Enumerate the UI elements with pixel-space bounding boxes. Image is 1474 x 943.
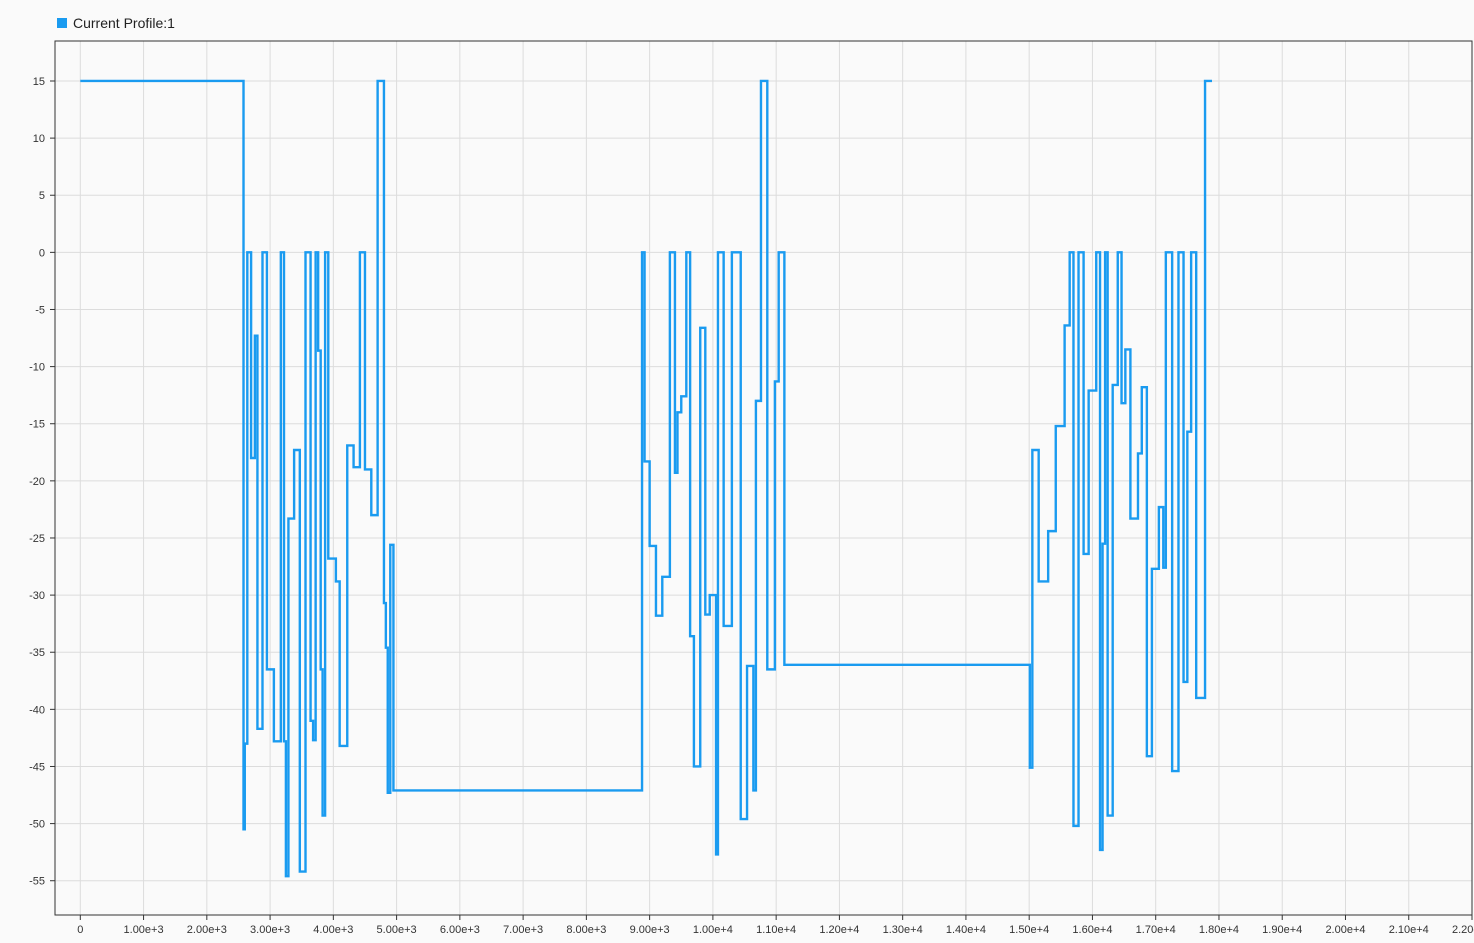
- y-tick-label: -25: [29, 533, 45, 545]
- x-tick-label: 2.10e+4: [1389, 924, 1429, 936]
- series-line-current-profile: [80, 79, 1213, 878]
- y-tick-label: -5: [35, 304, 45, 316]
- x-tick-label: 2.00e+3: [187, 924, 227, 936]
- x-tick-label: 5.00e+3: [377, 924, 417, 936]
- x-tick-label: 1.00e+4: [693, 924, 733, 936]
- x-tick-label: 9.00e+3: [630, 924, 670, 936]
- x-tick-label: 2.20e+4: [1452, 924, 1474, 936]
- x-tick-label: 7.00e+3: [503, 924, 543, 936]
- x-tick-label: 1.90e+4: [1262, 924, 1302, 936]
- y-tick-label: 10: [33, 133, 45, 145]
- y-tick-label: -55: [29, 876, 45, 888]
- x-tick-label: 1.00e+3: [124, 924, 164, 936]
- y-tick-label: -40: [29, 704, 45, 716]
- y-tick-label: -10: [29, 362, 45, 374]
- x-tick-label: 3.00e+3: [250, 924, 290, 936]
- x-tick-label: 1.40e+4: [946, 924, 986, 936]
- axis-ticks: 0 1.00e+3 2.00e+3 3.00e+3 4.00e+3 5.00e+3 6.00…: [29, 76, 1474, 936]
- x-tick-label: 1.50e+4: [1009, 924, 1049, 936]
- x-tick-label: 1.60e+4: [1072, 924, 1112, 936]
- legend-swatch: [57, 18, 67, 28]
- plot-area-frame: [54, 40, 1473, 916]
- x-tick-label: 1.20e+4: [819, 924, 859, 936]
- y-tick-label: -35: [29, 647, 45, 659]
- x-tick-label: 6.00e+3: [440, 924, 480, 936]
- y-tick-label: -50: [29, 819, 45, 831]
- y-tick-label: 0: [39, 247, 45, 259]
- y-tick-label: -20: [29, 476, 45, 488]
- x-tick-label: 1.70e+4: [1136, 924, 1176, 936]
- x-tick-label: 1.80e+4: [1199, 924, 1239, 936]
- x-tick-label: 2.00e+4: [1325, 924, 1365, 936]
- x-tick-label: 8.00e+3: [566, 924, 606, 936]
- x-tick-label: 1.10e+4: [756, 924, 796, 936]
- legend[interactable]: Current Profile:1: [57, 15, 175, 31]
- y-tick-label: -30: [29, 590, 45, 602]
- series-layer: [80, 79, 1213, 878]
- x-tick-label: 1.30e+4: [883, 924, 923, 936]
- y-tick-label: -45: [29, 761, 45, 773]
- y-tick-label: -15: [29, 419, 45, 431]
- x-tick-label: 0: [77, 924, 83, 936]
- x-tick-label: 4.00e+3: [313, 924, 353, 936]
- y-tick-label: 5: [39, 190, 45, 202]
- legend-label: Current Profile:1: [73, 15, 175, 31]
- y-tick-label: 15: [33, 76, 45, 88]
